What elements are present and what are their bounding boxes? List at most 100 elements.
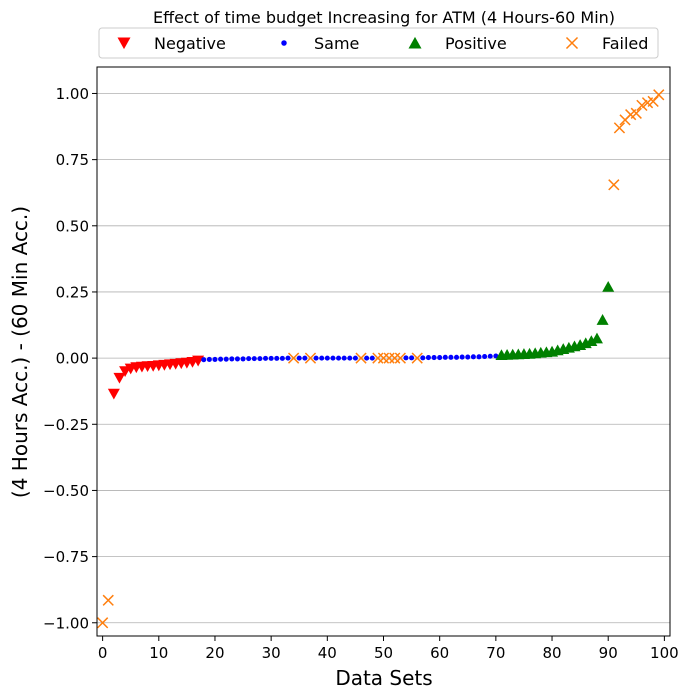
data-point <box>304 352 317 364</box>
data-point <box>287 352 300 364</box>
data-point <box>403 355 409 361</box>
data-point <box>596 314 609 325</box>
data-point <box>476 354 482 360</box>
series-positive <box>495 280 615 361</box>
data-point <box>229 356 235 362</box>
data-point <box>653 89 665 101</box>
data-point <box>251 356 257 362</box>
data-point <box>234 356 240 362</box>
data-point <box>394 352 406 364</box>
data-point <box>364 355 370 361</box>
data-point <box>268 355 274 361</box>
data-point <box>465 354 471 360</box>
data-point <box>96 617 109 629</box>
y-tick-label: −0.25 <box>43 416 89 434</box>
x-tick-label: 20 <box>205 644 224 662</box>
data-point <box>262 355 269 361</box>
data-point <box>425 355 431 361</box>
data-point <box>324 355 330 361</box>
legend-label-positive: Positive <box>445 34 507 53</box>
data-point <box>201 357 207 363</box>
data-point <box>453 354 460 360</box>
series-failed <box>96 89 665 629</box>
data-point <box>313 355 319 361</box>
data-point <box>218 356 224 362</box>
data-point <box>102 594 114 606</box>
x-axis-label: Data Sets <box>335 666 432 690</box>
data-point <box>420 355 426 361</box>
y-tick-label: 0.50 <box>56 217 89 235</box>
data-point <box>411 352 423 364</box>
x-tick-label: 100 <box>650 644 679 662</box>
data-point <box>296 355 302 361</box>
legend-marker-positive <box>408 36 422 49</box>
data-point <box>206 356 212 362</box>
legend-marker-negative <box>117 37 131 50</box>
y-tick-label: 0.00 <box>56 350 89 368</box>
data-point <box>431 355 437 361</box>
x-tick-label: 0 <box>98 644 108 662</box>
legend-label-negative: Negative <box>154 34 226 53</box>
data-point <box>274 355 280 361</box>
data-point <box>279 355 285 361</box>
legend-marker-failed <box>565 36 579 50</box>
data-point <box>341 355 347 361</box>
data-point <box>590 332 603 344</box>
data-point <box>389 352 401 364</box>
data-point <box>383 352 395 364</box>
x-axis: 0 10 20 30 40 50 60 70 80 90 100 <box>98 636 679 662</box>
data-point <box>257 356 263 362</box>
y-axis: −1.00 −0.75 −0.50 −0.25 0.00 0.25 0.50 0.75 1.00 <box>43 85 97 632</box>
y-tick-label: 1.00 <box>56 85 89 103</box>
data-point <box>636 99 648 112</box>
data-point <box>285 355 291 361</box>
data-point <box>630 107 642 119</box>
data-point <box>107 388 120 400</box>
x-tick-label: 10 <box>149 644 168 662</box>
data-point <box>459 354 465 360</box>
data-point <box>437 355 443 361</box>
y-axis-label: (4 Hours Acc.) - (60 Min Acc.) <box>8 206 32 498</box>
legend-marker-same <box>281 40 287 46</box>
data-point <box>448 354 454 360</box>
data-point <box>613 122 626 134</box>
x-tick-label: 40 <box>318 644 337 662</box>
data-point <box>302 355 308 361</box>
data-point <box>212 356 218 362</box>
data-point <box>347 355 353 361</box>
series-negative <box>107 355 205 400</box>
data-point <box>409 355 415 361</box>
data-point <box>319 355 325 361</box>
x-tick-label: 50 <box>374 644 393 662</box>
y-tick-label: 0.75 <box>56 151 89 169</box>
data-point <box>223 356 229 362</box>
data-point <box>330 355 336 361</box>
data-point <box>355 352 367 364</box>
data-point <box>113 372 126 384</box>
data-point <box>442 354 448 360</box>
data-point <box>372 352 384 364</box>
legend-label-same: Same <box>314 34 359 53</box>
x-tick-label: 30 <box>262 644 281 662</box>
x-tick-label: 60 <box>430 644 449 662</box>
data-point <box>246 356 252 362</box>
y-tick-label: 0.25 <box>56 283 89 301</box>
data-point <box>608 179 620 191</box>
data-point <box>377 352 390 364</box>
x-tick-label: 90 <box>599 644 618 662</box>
data-point <box>470 354 476 360</box>
plot-area <box>97 67 670 636</box>
legend: Negative Same Positive Failed <box>98 27 659 59</box>
x-tick-label: 80 <box>542 644 561 662</box>
series-same <box>201 353 499 363</box>
data-points <box>96 89 665 629</box>
y-tick-label: −1.00 <box>43 614 89 632</box>
y-tick-label: −0.50 <box>43 482 89 500</box>
chart-title: Effect of time budget Increasing for ATM… <box>153 8 615 27</box>
data-point <box>240 356 246 362</box>
x-tick-label: 70 <box>486 644 505 662</box>
y-tick-label: −0.75 <box>43 548 89 566</box>
data-point <box>369 355 375 361</box>
legend-frame <box>98 27 659 59</box>
